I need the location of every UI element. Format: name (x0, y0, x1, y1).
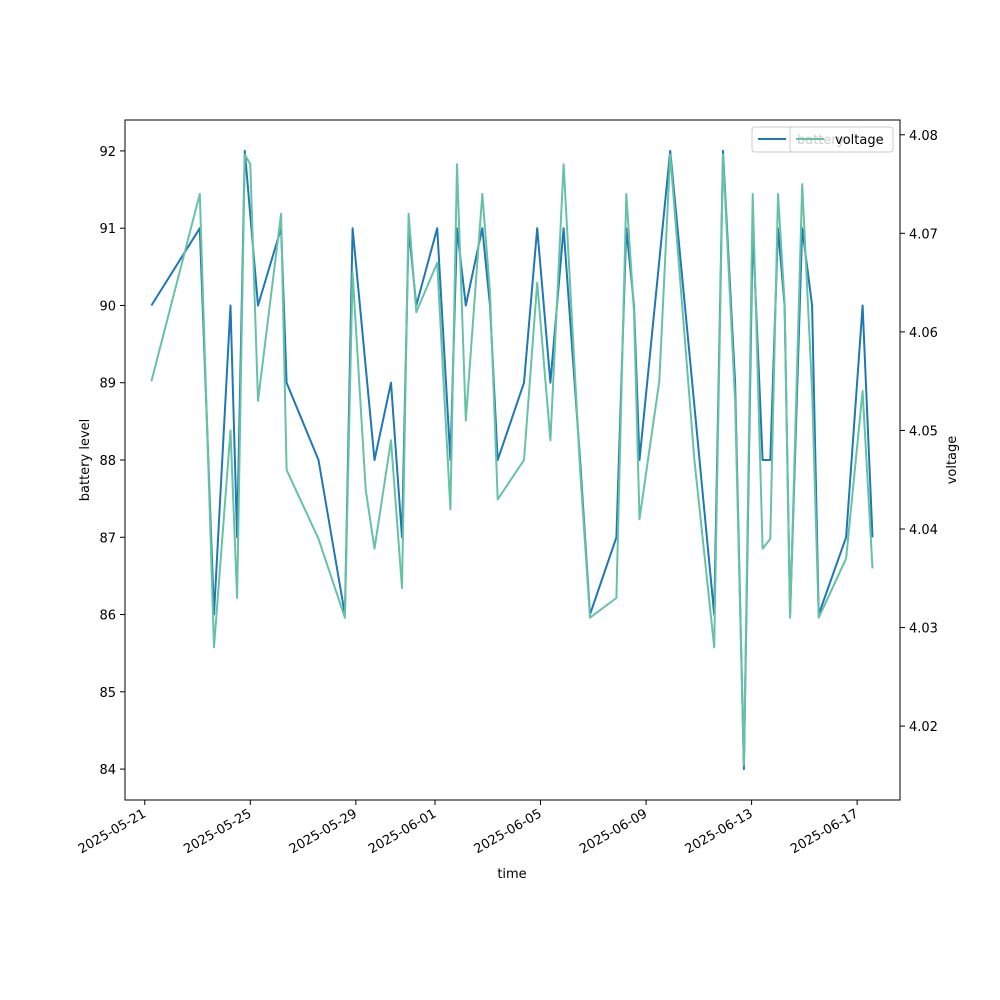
legend-voltage: voltage (789, 126, 894, 153)
left-y-tick-label: 87 (99, 531, 116, 546)
left-y-tick-label: 88 (99, 454, 116, 469)
left-y-tick-label: 89 (99, 377, 116, 392)
left-y-tick-label: 90 (99, 299, 116, 314)
right-y-tick-label: 4.06 (909, 326, 938, 341)
right-y-tick-label: 4.04 (909, 523, 938, 538)
left-y-tick-label: 92 (99, 145, 116, 160)
left-y-axis-label: battery level (78, 419, 93, 502)
right-y-tick-label: 4.08 (909, 129, 938, 144)
right-y-tick-label: 4.07 (909, 227, 938, 242)
right-y-axis-ticks: 4.02 4.03 4.04 4.05 4.06 4.07 4.08 (900, 129, 938, 735)
right-y-tick-label: 4.05 (909, 424, 938, 439)
series-line-voltage (150, 153, 874, 767)
left-y-axis-ticks: 84 85 86 87 88 89 90 91 92 (99, 145, 125, 778)
left-y-tick-label: 85 (99, 686, 116, 701)
x-axis-label: time (497, 867, 526, 882)
left-y-tick-label: 91 (99, 222, 116, 237)
left-y-tick-label: 84 (99, 763, 116, 778)
right-y-tick-label: 4.03 (909, 622, 938, 637)
legend-voltage-box (789, 126, 894, 153)
legend-voltage-label: voltage (835, 133, 884, 148)
left-y-tick-label: 86 (99, 609, 116, 624)
series-layer (150, 149, 874, 771)
right-y-axis-label: voltage (945, 436, 960, 485)
right-y-tick-label: 4.02 (909, 720, 938, 735)
